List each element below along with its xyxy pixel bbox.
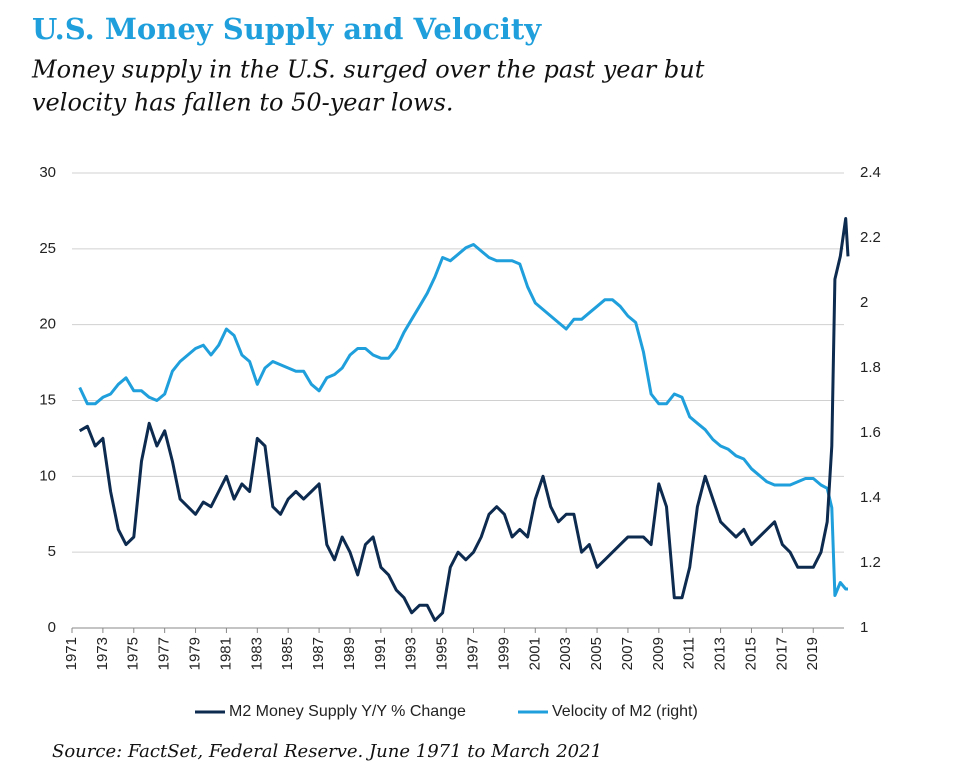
legend-label: M2 Money Supply Y/Y % Change [229,703,466,720]
x-tick-label: 1979 [187,637,204,670]
y2-tick-label: 1.4 [860,489,881,506]
x-tick-label: 1977 [156,637,173,670]
x-tick-label: 1983 [248,637,265,670]
x-tick-label: 1999 [495,637,512,670]
x-tick-label: 1995 [434,637,451,670]
y2-tick-label: 1.8 [860,359,881,376]
y-tick-label: 5 [48,543,56,560]
x-tick-label: 2005 [588,637,605,670]
x-tick-label: 1993 [403,637,420,670]
y-tick-label: 20 [39,316,56,333]
x-tick-label: 2017 [773,637,790,670]
source-note: Source: FactSet, Federal Reserve. June 1… [52,741,602,762]
x-tick-label: 2013 [712,637,729,670]
x-tick-label: 2009 [650,637,667,670]
y-tick-label: 25 [39,240,56,257]
y2-tick-label: 1.6 [860,424,881,441]
x-tick-label: 2007 [619,637,636,670]
y-tick-label: 15 [39,391,56,408]
legend-label: Velocity of M2 (right) [552,703,698,720]
y-tick-label: 30 [39,164,56,181]
x-tick-label: 1981 [217,637,234,670]
series-line [78,243,848,597]
chart-title: U.S. Money Supply and Velocity [32,12,542,46]
series-line [78,217,850,622]
x-tick-label: 2015 [742,637,759,670]
y2-tick-label: 2.2 [860,229,881,246]
x-tick-label: 2001 [526,637,543,670]
y2-tick-label: 2 [860,294,868,311]
x-tick-label: 1973 [94,637,111,670]
chart-subtitle: Money supply in the U.S. surged over the… [31,56,705,84]
x-tick-label: 2003 [557,637,574,670]
x-tick-label: 2011 [681,637,698,669]
x-tick-label: 1975 [125,637,142,670]
x-tick-label: 1971 [63,637,80,670]
x-tick-label: 2019 [804,637,821,670]
x-tick-label: 1989 [341,637,358,670]
y2-tick-label: 1.2 [860,554,881,571]
y-tick-label: 0 [48,619,56,636]
y-tick-label: 10 [39,467,56,484]
y2-tick-label: 2.4 [860,164,881,181]
x-tick-label: 1997 [464,637,481,670]
x-tick-label: 1987 [310,637,327,670]
x-tick-label: 1991 [372,637,389,670]
chart-subtitle: velocity has fallen to 50-year lows. [32,89,454,117]
y2-tick-label: 1 [860,619,868,636]
x-tick-label: 1985 [279,637,296,670]
